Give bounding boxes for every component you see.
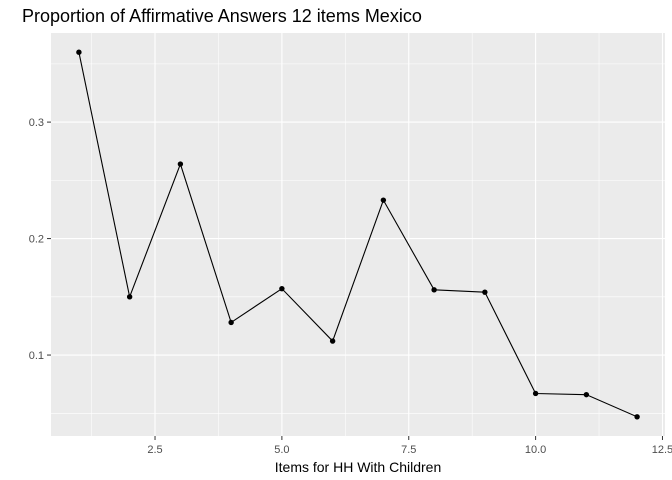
data-point xyxy=(279,285,285,292)
data-point xyxy=(228,319,234,326)
data-point xyxy=(329,338,336,344)
x-tick-label: 10.0 xyxy=(525,444,546,456)
axes: 2.5 5.0 7.5 10.0 12.5 0.1 0.2 0.3 xyxy=(29,117,672,456)
y-tick-label: 0.1 xyxy=(29,350,44,362)
y-tick-label: 0.2 xyxy=(29,234,44,246)
series-line xyxy=(78,52,638,418)
data-point xyxy=(126,294,133,300)
chart-title: Proportion of Affirmative Answers 12 ite… xyxy=(22,6,422,26)
data-point xyxy=(177,161,184,167)
x-tick-label: 2.5 xyxy=(147,444,162,456)
x-axis-title: Items for HH With Children xyxy=(275,459,441,475)
plot-panel xyxy=(51,33,665,436)
x-tick-label: 12.5 xyxy=(652,444,672,456)
data-point xyxy=(76,49,82,55)
x-tick-label: 7.5 xyxy=(401,444,416,456)
x-tick-label: 5.0 xyxy=(274,444,289,456)
data-point xyxy=(532,390,539,397)
data-point xyxy=(380,197,387,203)
data-point xyxy=(482,289,488,295)
grid-lines xyxy=(51,33,665,436)
data-point xyxy=(634,414,640,420)
data-point xyxy=(583,391,590,398)
data-point xyxy=(431,287,437,293)
y-tick-label: 0.3 xyxy=(29,117,44,129)
series-layer xyxy=(76,49,640,420)
